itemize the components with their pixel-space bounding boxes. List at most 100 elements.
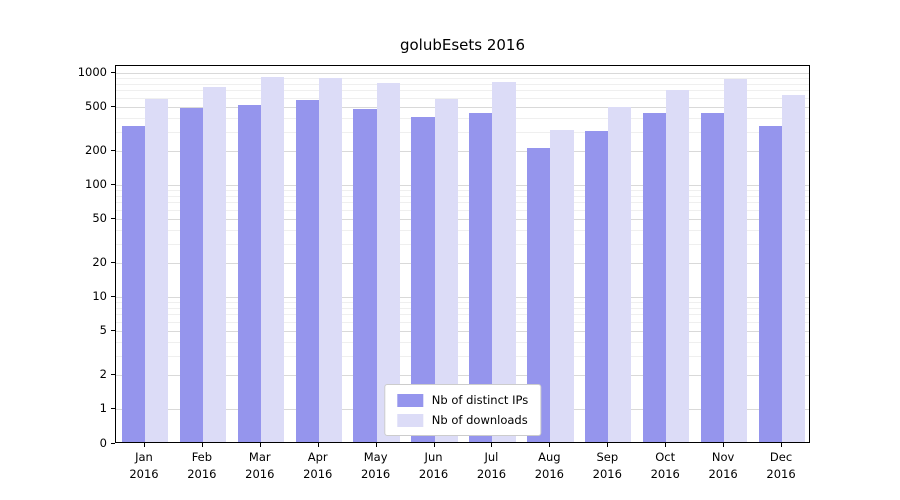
bar-nb-of-downloads (608, 106, 632, 442)
x-tick-mark (491, 443, 493, 447)
x-tick-mark (665, 443, 667, 447)
y-tick-mark (111, 72, 115, 73)
x-tick-label: Jun 2016 (418, 450, 449, 482)
major-gridline (116, 73, 809, 74)
bar-nb-of-distinct-ips (758, 125, 783, 442)
bar-nb-of-downloads (492, 81, 516, 442)
y-tick-label: 0 (99, 436, 107, 450)
y-tick-label: 20 (92, 255, 107, 270)
minor-gridline (116, 307, 809, 309)
legend-swatch-distinct-ips (396, 393, 423, 407)
bar-nb-of-distinct-ips (643, 113, 667, 442)
major-gridline (116, 330, 809, 332)
bar-nb-of-distinct-ips (411, 117, 435, 442)
legend: Nb of distinct IPs Nb of downloads (383, 384, 542, 436)
y-tick-label: 50 (92, 210, 107, 225)
legend-entry: Nb of downloads (396, 413, 528, 427)
x-tick-label: Jan 2016 (129, 450, 159, 482)
bar-nb-of-distinct-ips (585, 131, 609, 442)
bar-nb-of-downloads (724, 79, 748, 442)
x-tick-mark (375, 443, 377, 447)
x-tick-mark (607, 443, 609, 447)
minor-gridline (116, 302, 809, 304)
x-tick-label: Aug 2016 (534, 450, 565, 482)
minor-gridline (116, 341, 809, 343)
minor-gridline (116, 117, 809, 119)
x-tick-mark (143, 443, 145, 447)
x-tick-mark (723, 443, 725, 447)
x-tick-label: May 2016 (360, 450, 391, 482)
minor-gridline (116, 90, 809, 92)
y-tick-mark (111, 105, 115, 107)
minor-gridline (116, 195, 809, 197)
major-gridline (116, 297, 809, 298)
bar-nb-of-distinct-ips (295, 99, 319, 442)
major-gridline (116, 185, 809, 186)
minor-gridline (116, 97, 809, 99)
y-tick-label: 10 (92, 289, 107, 303)
x-tick-label: Dec 2016 (766, 450, 796, 482)
y-tick-mark (111, 443, 115, 444)
x-tick-mark (317, 443, 319, 447)
y-tick-mark (111, 296, 115, 297)
major-gridline (116, 218, 809, 220)
minor-gridline (116, 78, 809, 80)
y-tick-label: 100 (85, 177, 107, 191)
minor-gridline (116, 243, 809, 245)
y-tick-label: 2 (99, 367, 107, 382)
bar-nb-of-downloads (202, 86, 227, 442)
bar-nb-of-distinct-ips (700, 113, 725, 442)
legend-swatch-downloads (396, 413, 423, 427)
x-tick-mark (781, 443, 783, 447)
y-tick-label: 1 (99, 401, 107, 415)
y-tick-label: 200 (85, 143, 107, 158)
x-tick-mark (433, 443, 435, 447)
y-tick-label: 500 (85, 98, 107, 113)
y-tick-label: 1000 (77, 65, 107, 79)
minor-gridline (116, 83, 809, 85)
minor-gridline (116, 314, 809, 316)
bar-nb-of-downloads (144, 99, 169, 442)
bar-nb-of-downloads (318, 78, 342, 442)
x-tick-label: Sep 2016 (592, 450, 622, 482)
bar-nb-of-downloads (376, 83, 400, 442)
major-gridline (116, 375, 809, 377)
x-tick-label: Nov 2016 (708, 450, 738, 482)
minor-gridline (116, 202, 809, 204)
x-tick-label: Mar 2016 (245, 450, 275, 482)
bar-nb-of-downloads (260, 77, 284, 442)
bar-nb-of-downloads (434, 99, 458, 442)
y-tick-mark (111, 150, 115, 152)
legend-label-distinct-ips: Nb of distinct IPs (431, 393, 529, 407)
bar-nb-of-downloads (550, 130, 574, 442)
y-tick-label: 5 (99, 322, 107, 337)
y-tick-mark (111, 408, 115, 409)
bar-nb-of-downloads (782, 95, 806, 442)
plot-area: Nb of distinct IPs Nb of downloads (115, 65, 810, 443)
y-tick-mark (111, 374, 115, 376)
x-tick-mark (549, 443, 551, 447)
y-tick-mark (111, 217, 115, 219)
x-tick-mark (201, 443, 203, 447)
bar-nb-of-distinct-ips (527, 148, 551, 442)
bar-nb-of-distinct-ips (179, 108, 203, 442)
minor-gridline (116, 190, 809, 192)
minor-gridline (116, 229, 809, 231)
legend-entry: Nb of distinct IPs (396, 393, 529, 407)
x-tick-label: Feb 2016 (187, 450, 217, 482)
minor-gridline (116, 131, 809, 133)
y-tick-mark (111, 262, 115, 264)
x-tick-label: Apr 2016 (303, 450, 333, 482)
bar-nb-of-distinct-ips (121, 125, 145, 442)
legend-label-downloads: Nb of downloads (431, 413, 528, 427)
bar-nb-of-distinct-ips (237, 104, 261, 442)
major-gridline (116, 106, 809, 108)
y-tick-mark (111, 184, 115, 185)
x-tick-label: Oct 2016 (650, 450, 680, 482)
y-tick-mark (111, 329, 115, 331)
major-gridline (116, 263, 809, 265)
chart-title: golubEsets 2016 (399, 36, 526, 54)
bar-nb-of-distinct-ips (353, 109, 377, 442)
x-tick-mark (259, 443, 261, 447)
